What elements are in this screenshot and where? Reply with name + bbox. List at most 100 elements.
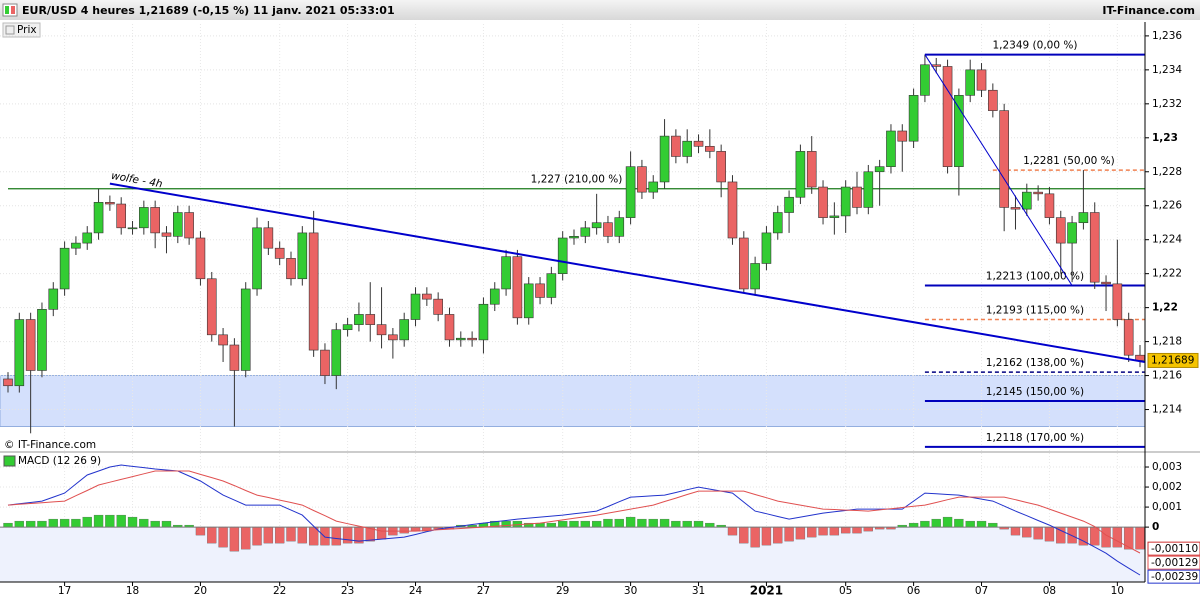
candle-body (455, 337, 466, 341)
histogram-bar (863, 526, 873, 532)
brand: IT-Finance.com (1102, 4, 1195, 17)
candle-body (3, 378, 13, 387)
candle-body (320, 349, 330, 376)
y-tick-label: 0,002 (1152, 481, 1182, 493)
candle-body (240, 288, 251, 371)
candle-body (1044, 193, 1055, 218)
candle-body (25, 319, 36, 371)
x-tick-label: 24 (409, 585, 423, 597)
value-badge (1147, 555, 1200, 570)
candle-body (354, 314, 364, 325)
histogram-bar (139, 518, 149, 528)
candle-body (523, 283, 534, 319)
histogram-bar (682, 520, 692, 528)
histogram-bar (342, 526, 353, 544)
histogram-bar (376, 526, 387, 540)
histogram-bar (739, 526, 749, 544)
candle-body (999, 110, 1009, 208)
histogram-bar (1112, 526, 1123, 548)
macd-legend: MACD (12 26 9) (18, 455, 101, 467)
macd-negative-bg (0, 527, 1145, 582)
candle-body (840, 186, 851, 217)
trendline (109, 182, 1145, 363)
candle-body (671, 135, 681, 157)
candle-body (988, 89, 998, 111)
candle-body (874, 166, 885, 173)
candle-body (806, 151, 817, 188)
y-tick-label: 1,218 (1152, 336, 1182, 348)
histogram-bar (71, 518, 81, 528)
histogram-bar (1135, 526, 1145, 550)
histogram-bar (659, 518, 670, 528)
candle-body (591, 222, 602, 229)
histogram-bar (761, 526, 772, 546)
candle-body (422, 293, 432, 300)
candle-body (139, 207, 149, 229)
y-tick-label: 1,236 (1152, 30, 1182, 42)
candle-body (1101, 281, 1111, 285)
candle-body (37, 309, 47, 371)
histogram-bar (93, 514, 104, 528)
candle-body (738, 237, 749, 290)
candle-body (127, 227, 138, 230)
candle-body (48, 288, 59, 310)
histogram-bar (988, 522, 998, 528)
candle-body (727, 181, 738, 239)
trendline (924, 54, 1073, 286)
histogram-bar (161, 520, 172, 528)
candle-body (693, 140, 704, 147)
header-title: EUR/USD 4 heures 1,21689 (-0,15 %) 11 ja… (22, 4, 395, 17)
histogram-bar (127, 516, 138, 528)
y-tick-label: 0,001 (1152, 501, 1182, 513)
histogram-bar (1044, 526, 1055, 542)
candle-body (580, 227, 591, 237)
level-label: 1,2145 (150,00 %) (986, 386, 1084, 398)
candle-body (750, 263, 760, 290)
histogram-bar (558, 520, 568, 528)
histogram-bar (591, 520, 602, 528)
y-tick-label: 1,22 (1152, 302, 1178, 314)
histogram-bar (82, 516, 92, 528)
candle-body (116, 203, 126, 229)
x-tick-label: 31 (692, 585, 705, 597)
histogram-bar (852, 526, 862, 534)
y-tick-label: 1,234 (1152, 64, 1182, 76)
macd-legend-swatch (3, 455, 16, 467)
candle-body (274, 247, 285, 259)
price-badge-label: 1,21689 (1151, 354, 1194, 366)
candle-body (342, 324, 353, 331)
value-badge-label: -0,00129 (1151, 557, 1198, 569)
level-label: 1,2213 (100,00 %) (986, 271, 1084, 283)
histogram-bar (784, 526, 794, 542)
x-tick-label: 06 (907, 585, 921, 597)
candle-body (795, 151, 806, 198)
x-tick-label: 17 (58, 585, 71, 597)
level-label: 1,2281 (50,00 %) (1023, 155, 1115, 167)
level-label: 1,2349 (0,00 %) (992, 40, 1077, 52)
candle-body (14, 319, 25, 387)
x-tick-label: 20 (194, 585, 207, 597)
price-badge (1147, 352, 1199, 368)
candle-body (82, 232, 93, 244)
histogram-bar (1067, 526, 1077, 544)
histogram-bar (637, 518, 647, 528)
candle-body (648, 181, 659, 193)
x-tick-label: 29 (556, 585, 569, 597)
histogram-bar (195, 526, 206, 536)
candle-body (444, 314, 455, 341)
header-bar (0, 0, 1200, 20)
candle-body (263, 227, 274, 249)
histogram-bar (671, 520, 681, 528)
candle-body (297, 232, 308, 280)
histogram-bar (1022, 526, 1032, 538)
candle-body (569, 236, 579, 239)
histogram-bar (218, 526, 228, 548)
histogram-bar (546, 522, 557, 528)
candle-body (1010, 207, 1021, 210)
histogram-bar (976, 520, 987, 528)
histogram-bar (1033, 526, 1043, 540)
histogram-bar (48, 518, 58, 528)
candle-body (908, 95, 919, 142)
value-badge-label: -0,00239 (1151, 571, 1198, 583)
